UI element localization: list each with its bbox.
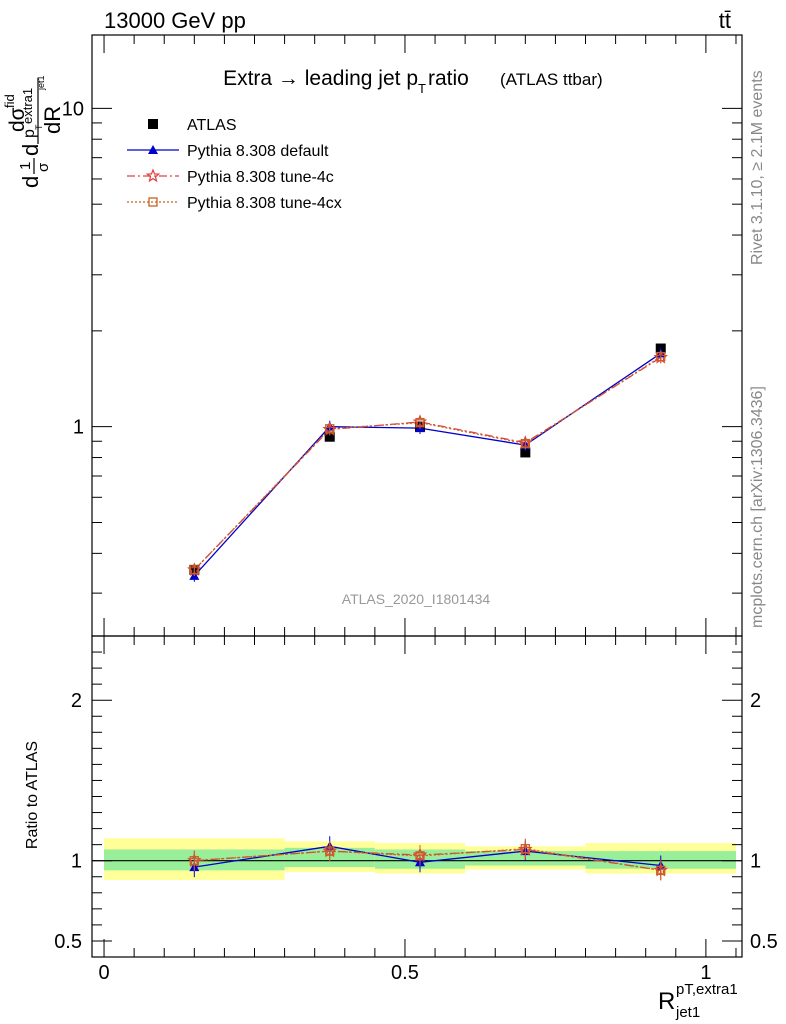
ylabel-frac1-num: 1 — [17, 162, 34, 170]
mcplots-label: mcplots.cern.ch [arXiv:1306.3436] — [749, 386, 766, 628]
legend-label-3: Pythia 8.308 tune-4cx — [187, 195, 342, 212]
main-panel — [92, 35, 742, 636]
main-frame-bg — [92, 35, 742, 636]
legend-label-1: Pythia 8.308 default — [187, 143, 329, 160]
x-tick-label: 0 — [98, 962, 109, 984]
ratio-ytick-label-left: 2 — [71, 690, 82, 712]
ratio-series-markers — [187, 836, 669, 881]
x-axis-label: R — [658, 988, 675, 1015]
ylabel-numerator: dσ — [6, 107, 29, 132]
main-marker-3-1 — [325, 424, 335, 434]
main-marker-3-3 — [520, 438, 530, 449]
legend: ATLAS Pythia 8.308 default Pythia 8.308 tu… — [127, 117, 342, 212]
ratio-axes: 0.5 0.5 1 1 2 2 0 0.5 1 — [54, 635, 778, 984]
main-marker-3-2 — [415, 417, 425, 428]
ratio-marker-2-1 — [325, 846, 335, 856]
legend-label-0: ATLAS — [187, 117, 237, 134]
header-collision-label: 13000 GeV pp — [104, 8, 246, 33]
ratio-frame — [91, 635, 743, 958]
ylabel-frac1-den: σ — [35, 162, 52, 172]
legend-marker-0 — [148, 119, 158, 129]
ratio-line-2 — [194, 848, 661, 871]
legend-label-2: Pythia 8.308 tune-4c — [187, 169, 334, 186]
ratio-marker-2-4 — [656, 865, 666, 875]
chart-title-small: (ATLAS ttbar) — [500, 70, 603, 89]
chart-title-tail: ratio — [428, 67, 469, 90]
x-tick-label: 1 — [700, 962, 711, 984]
ratio-marker-2-3 — [520, 844, 530, 854]
analysis-watermark: ATLAS_2020_I1801434 — [342, 591, 491, 607]
ylabel-numerator-sub3: T — [34, 124, 44, 130]
chart-title-sub: T — [418, 81, 426, 96]
ratio-ytick-label-left: 0.5 — [54, 931, 82, 953]
ratio-ytick-label-right: 0.5 — [750, 931, 778, 953]
ylabel-denominator: dR — [40, 106, 65, 134]
legend-marker-1 — [148, 145, 158, 154]
main-marker-3-0 — [189, 565, 199, 575]
ratio-marker-2-0 — [189, 856, 199, 866]
chart-title: Extra → leading jet p — [223, 67, 418, 90]
ylabel-d: d — [18, 176, 43, 188]
main-ytick-label: 10 — [62, 98, 84, 120]
ratio-ytick-label-left: 1 — [71, 851, 82, 873]
x-tick-label: 0.5 — [391, 962, 419, 984]
ylabel-d2: d — [18, 144, 43, 156]
ratio-marker-2-2 — [415, 851, 425, 861]
rivet-version-label: Rivet 3.1.10, ≥ 2.1M events — [749, 70, 766, 265]
main-ytick-label: 1 — [73, 417, 84, 439]
ylabel-numerator-sub2: extra1 — [20, 88, 35, 124]
ratio-ytick-label-right: 2 — [750, 690, 761, 712]
ratio-ytick-label-right: 1 — [750, 851, 761, 873]
main-marker-3-4 — [656, 351, 666, 362]
legend-marker-2 — [145, 168, 161, 183]
legend-marker-3 — [148, 197, 158, 207]
x-axis-label-sub: jet1 — [675, 1004, 700, 1021]
ylabel-numerator-sub: p — [21, 129, 38, 138]
ylabel-numerator-sup: fid — [2, 94, 17, 108]
data-point-3 — [520, 447, 531, 458]
x-axis-label-sup: pT,extra1 — [676, 981, 738, 998]
ylabel-numerator-sub4: jet1 — [36, 75, 46, 91]
data-point-1 — [324, 431, 335, 442]
header-process-label: tt̄ — [719, 8, 731, 33]
ratio-y-axis-label: Ratio to ATLAS — [24, 741, 41, 849]
main-series-markers — [187, 343, 669, 582]
main-line-2 — [193, 356, 662, 571]
main-y-axis-label: d 1 σ d dσ fid p extra1 T jet1 dR — [2, 75, 65, 188]
